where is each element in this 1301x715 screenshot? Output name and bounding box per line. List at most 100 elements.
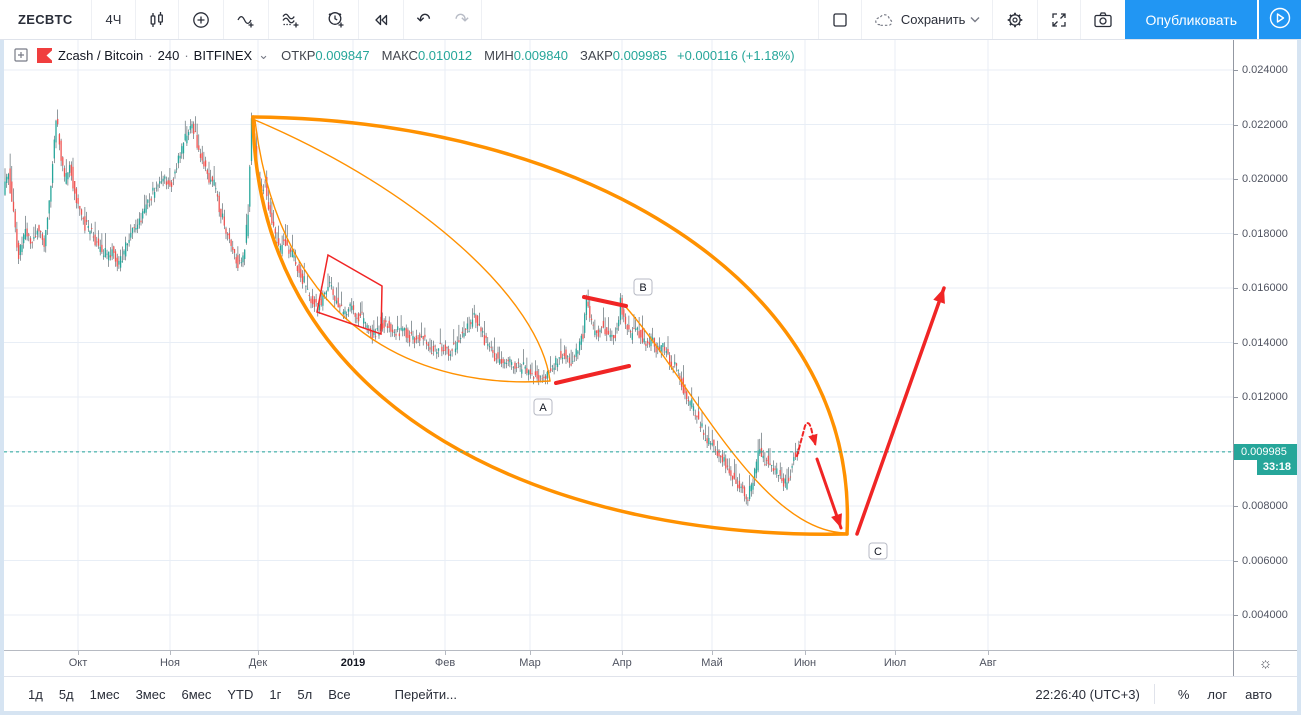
price-tick-mark — [1234, 179, 1238, 180]
clock-display[interactable]: 22:26:40 (UTC+3) — [1035, 686, 1140, 702]
ohlc-low-label: МИН — [484, 47, 514, 63]
price-tick-mark — [1234, 70, 1238, 71]
candlestick-icon — [148, 11, 166, 29]
goto-date-button[interactable]: Перейти... — [389, 686, 463, 703]
cloud-icon — [874, 11, 896, 29]
play-circle-icon — [1267, 5, 1293, 34]
indicators-wave-icon — [236, 10, 256, 30]
time-tick-mark — [78, 651, 79, 655]
time-tick-mark — [353, 651, 354, 655]
ohlc-close-value: 0.009985 — [612, 47, 667, 63]
price-tick-label: 0.006000 — [1242, 554, 1288, 567]
interval-button[interactable]: 4Ч — [91, 0, 136, 39]
publish-button[interactable]: Опубликовать — [1125, 0, 1257, 39]
templates-waves-icon — [281, 10, 301, 30]
symbol-search-button[interactable]: ZECBTC — [0, 0, 91, 39]
price-tick-mark — [1234, 288, 1238, 289]
percent-scale-button[interactable]: % — [1169, 683, 1199, 706]
price-tick-label: 0.022000 — [1242, 118, 1288, 131]
theme-sun-icon: ☼ — [1258, 655, 1273, 672]
compare-plus-icon — [191, 10, 211, 30]
time-axis[interactable]: Окт Ноя Дек 2019 Фев Мар Апр Май Июн Июл Авг — [4, 650, 1233, 676]
bottombar-divider — [1153, 684, 1155, 704]
chart-properties-button[interactable] — [993, 0, 1038, 39]
price-tick-label: 0.004000 — [1242, 609, 1288, 621]
redo-button[interactable]: ↷ — [442, 0, 481, 39]
manage-layout-icon[interactable] — [13, 47, 29, 63]
time-tick-mark — [258, 651, 259, 655]
range-1m-button[interactable]: 1мес — [82, 683, 128, 706]
toolbar-separator — [268, 0, 270, 39]
publish-idea-play-button[interactable] — [1259, 0, 1301, 39]
wave-marker-a: A — [533, 398, 553, 416]
price-axis[interactable]: 0.009985 33:18 0.024000 0.022000 0.020000 0… — [1233, 40, 1297, 650]
fullscreen-button[interactable] — [1038, 0, 1081, 39]
range-ytd-button[interactable]: YTD — [219, 683, 261, 706]
symbol-title[interactable]: Zcash / Bitcoin — [58, 47, 144, 63]
toolbar-separator — [992, 0, 994, 39]
range-1d-button[interactable]: 1д — [20, 683, 51, 706]
undo-button[interactable]: ↶ — [404, 0, 443, 39]
replay-rewind-icon — [371, 10, 391, 30]
legend-chevron-icon[interactable]: ⌄ — [258, 47, 270, 62]
indicator-templates-button[interactable] — [269, 0, 314, 39]
svg-text:B: B — [639, 282, 646, 294]
ohlc-low-value: 0.009840 — [513, 47, 568, 63]
time-tick-mark — [622, 651, 623, 655]
time-tick-mark — [712, 651, 713, 655]
toolbar-separator — [358, 0, 360, 39]
time-tick-label: 2019 — [340, 657, 366, 669]
change-value: +0.000116 (+1.18%) — [676, 47, 795, 63]
bar-countdown: 33:18 — [1256, 459, 1297, 475]
range-1y-button[interactable]: 1г — [261, 683, 289, 706]
price-tick-label: 0.014000 — [1242, 336, 1288, 349]
toolbar-separator — [480, 0, 482, 39]
log-scale-button[interactable]: лог — [1198, 683, 1236, 706]
auto-scale-button[interactable]: авто — [1236, 683, 1281, 706]
svg-text:C: C — [874, 546, 882, 558]
alert-button[interactable] — [314, 0, 359, 39]
time-tick-mark — [895, 651, 896, 655]
range-all-button[interactable]: Все — [320, 683, 358, 706]
wave-marker-c: C — [868, 542, 888, 560]
indicators-button[interactable] — [224, 0, 269, 39]
price-tick-mark — [1234, 233, 1238, 235]
price-tick-mark — [1234, 397, 1238, 398]
time-tick-mark — [988, 651, 989, 655]
legend-exchange[interactable]: BITFINEX — [193, 47, 253, 63]
layout-button[interactable] — [818, 0, 861, 39]
price-tick-mark — [1234, 124, 1238, 126]
bottom-toolbar: 1д 5д 1мес 3мес 6мес YTD 1г 5л Все Перей… — [4, 676, 1297, 711]
ohlc-high-value: 0.010012 — [417, 47, 473, 63]
range-6m-button[interactable]: 6мес — [173, 683, 219, 706]
chart-plot-area[interactable]: A B C Zcash / Bitcoin · 240 · BITFINEX — [4, 40, 1233, 650]
toolbar-separator — [817, 0, 819, 39]
legend-interval[interactable]: 240 — [157, 47, 180, 63]
range-5d-button[interactable]: 5д — [51, 683, 82, 706]
redo-icon: ↷ — [454, 10, 469, 29]
price-tick-mark — [1234, 506, 1238, 507]
bar-replay-button[interactable] — [359, 0, 404, 39]
toolbar-separator — [1080, 0, 1082, 39]
axis-corner[interactable]: ☼ — [1233, 650, 1297, 676]
ohlc-close-label: ЗАКР — [579, 47, 613, 63]
time-tick-label: Апр — [612, 657, 632, 669]
save-button[interactable]: Сохранить — [861, 0, 993, 39]
zcash-logo — [37, 47, 52, 63]
range-5y-button[interactable]: 5л — [289, 683, 320, 706]
ohlc-high-label: МАКС — [381, 47, 418, 63]
toolbar-separator — [313, 0, 315, 39]
compare-button[interactable] — [179, 0, 224, 39]
price-tick-mark — [1234, 342, 1238, 344]
toolbar-left-group: ZECBTC 4Ч — [0, 0, 482, 39]
candlestick-style-button[interactable] — [136, 0, 179, 39]
time-tick-label: Июл — [883, 657, 907, 669]
price-tick-label: 0.012000 — [1242, 391, 1288, 403]
range-3m-button[interactable]: 3мес — [128, 683, 174, 706]
price-chart-canvas[interactable]: A B C — [4, 40, 1233, 650]
legend-separator: · — [184, 47, 189, 63]
time-tick-label: Авг — [979, 657, 997, 669]
svg-text:A: A — [539, 402, 547, 414]
screenshot-button[interactable] — [1081, 0, 1126, 39]
